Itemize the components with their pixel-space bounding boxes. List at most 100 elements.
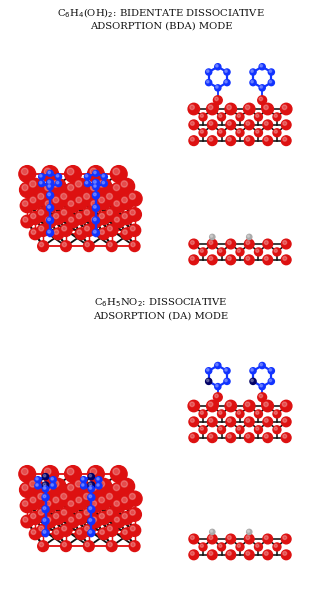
Circle shape [190,551,194,555]
Circle shape [56,175,59,177]
Circle shape [247,530,250,532]
Circle shape [190,137,194,141]
Circle shape [42,530,49,536]
Circle shape [247,234,252,240]
Circle shape [246,551,250,555]
Circle shape [53,213,59,219]
Circle shape [106,541,117,551]
Circle shape [74,195,88,210]
Circle shape [97,211,110,225]
Circle shape [264,419,268,422]
Circle shape [43,519,46,521]
Circle shape [246,137,250,141]
Circle shape [128,508,141,521]
Circle shape [207,120,217,130]
Circle shape [283,434,287,438]
Circle shape [128,208,141,221]
Circle shape [81,478,84,480]
Circle shape [91,501,97,506]
Circle shape [129,493,135,500]
Circle shape [67,215,79,228]
Circle shape [108,226,112,231]
Circle shape [218,113,225,121]
Circle shape [90,184,97,191]
Circle shape [42,494,49,501]
Circle shape [90,468,97,475]
Circle shape [237,249,241,252]
Circle shape [264,121,268,125]
Circle shape [199,113,207,121]
Circle shape [59,508,73,521]
Circle shape [206,379,209,382]
Circle shape [274,427,277,430]
Circle shape [56,181,59,184]
Circle shape [199,426,207,434]
Circle shape [274,411,277,414]
Circle shape [112,515,125,528]
Circle shape [105,208,118,221]
Circle shape [246,419,250,422]
Circle shape [190,434,194,438]
Circle shape [256,130,259,133]
Circle shape [273,129,281,137]
Circle shape [213,96,222,104]
Circle shape [102,175,105,177]
Circle shape [260,86,262,88]
Circle shape [45,184,51,191]
Circle shape [91,217,97,222]
Circle shape [209,240,213,245]
Circle shape [200,114,204,117]
Circle shape [47,230,54,236]
Circle shape [274,249,277,252]
Circle shape [254,543,262,551]
Circle shape [119,478,135,494]
Circle shape [93,218,96,220]
Circle shape [224,80,230,86]
Circle shape [48,171,51,174]
Circle shape [281,255,291,265]
Circle shape [47,184,53,190]
Circle shape [226,550,236,560]
Circle shape [99,197,105,203]
Circle shape [75,181,82,187]
Circle shape [209,137,213,141]
Circle shape [20,199,34,213]
Circle shape [89,475,92,477]
Circle shape [44,468,51,475]
Circle shape [110,165,127,182]
Circle shape [30,481,36,487]
Circle shape [273,113,281,121]
Circle shape [93,181,96,183]
Circle shape [89,487,92,489]
Circle shape [97,484,99,486]
Circle shape [227,551,231,555]
Circle shape [188,103,200,115]
Circle shape [77,530,81,535]
Circle shape [75,228,87,240]
Circle shape [93,193,96,196]
Circle shape [189,534,199,544]
Circle shape [226,239,236,249]
Circle shape [131,542,135,547]
Circle shape [68,184,74,191]
Circle shape [243,103,255,115]
Circle shape [225,400,236,412]
Circle shape [262,103,273,115]
Circle shape [67,468,74,475]
Circle shape [269,379,272,382]
Circle shape [107,193,112,199]
Circle shape [43,199,57,213]
Circle shape [263,433,272,443]
Circle shape [113,468,119,475]
Circle shape [131,242,135,246]
Text: ADSORPTION (BDA) MODE: ADSORPTION (BDA) MODE [90,22,232,31]
Circle shape [67,168,74,175]
Circle shape [259,97,263,101]
Circle shape [85,175,88,177]
Circle shape [48,205,51,208]
Circle shape [130,526,135,531]
Circle shape [83,541,94,551]
Circle shape [114,201,119,207]
Circle shape [36,208,50,221]
Circle shape [45,201,51,207]
